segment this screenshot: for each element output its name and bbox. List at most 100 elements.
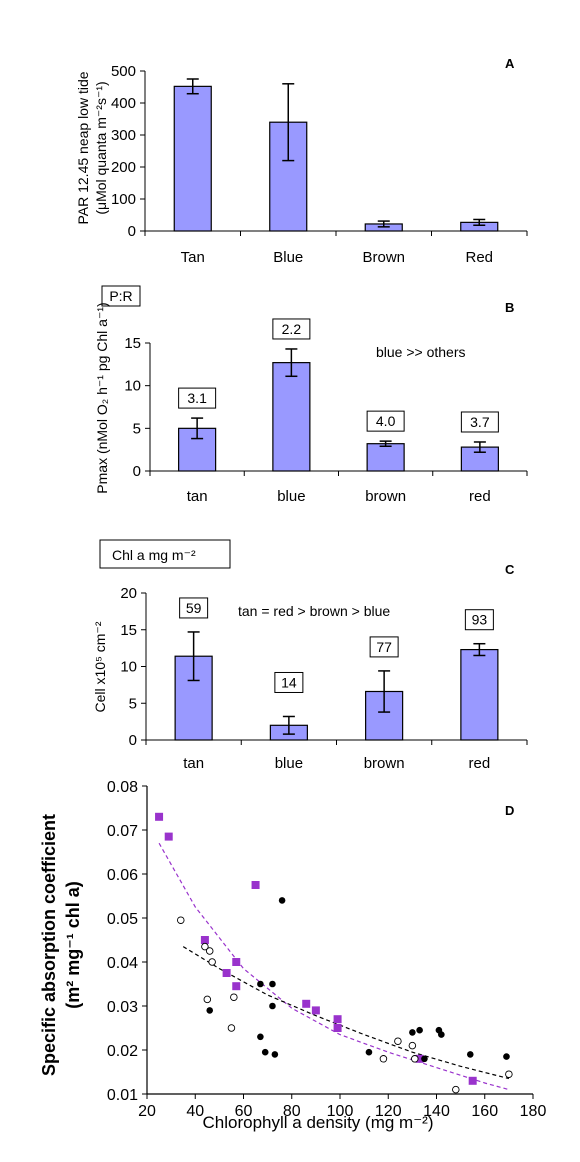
point-square <box>468 1076 477 1085</box>
category-label: brown <box>365 488 406 505</box>
x-tick-label: 180 <box>520 1103 547 1120</box>
x-tick-label: 80 <box>283 1103 301 1120</box>
y-tick-label: 10 <box>124 378 141 395</box>
bar-value-box <box>178 387 217 409</box>
point-square <box>251 881 260 889</box>
point-filled-circle <box>466 1051 474 1058</box>
panel-b-title: P:R <box>109 288 132 304</box>
category-label: blue <box>277 488 305 505</box>
y-tick-label: 0.03 <box>107 999 138 1016</box>
y-tick-label: 10 <box>120 659 137 676</box>
panel-d: D Specific absorption coefficient (m² mg… <box>39 779 546 1132</box>
bar-value-label: 14 <box>281 674 297 690</box>
category-label: blue <box>275 755 303 772</box>
x-tick-label: 100 <box>327 1103 354 1120</box>
y-tick-label: 0.08 <box>107 779 138 796</box>
point-open-circle <box>452 1085 460 1094</box>
y-tick-label: 0.07 <box>107 823 138 840</box>
point-filled-circle <box>269 1002 276 1010</box>
category-label: brown <box>364 755 405 772</box>
category-label: Blue <box>273 249 303 266</box>
point-filled-circle <box>261 1048 269 1056</box>
panel-c-ylabel: Cell x10⁵ cm⁻² <box>92 621 108 712</box>
y-tick-label: 0.04 <box>107 955 138 972</box>
point-open-circle <box>205 947 214 955</box>
point-open-circle <box>505 1070 513 1078</box>
x-tick-label: 120 <box>375 1103 402 1120</box>
category-label: tan <box>187 488 208 505</box>
point-square <box>222 969 231 977</box>
x-tick-label: 160 <box>471 1103 498 1120</box>
bar <box>365 690 404 741</box>
panel-a: A PAR 12.45 neap low tide (μMol quanta m… <box>75 56 528 266</box>
panel-a-plot: 0 100 200 300 400 500 Tan Blue Brown Red <box>111 63 528 266</box>
point-square <box>155 812 164 821</box>
panel-d-plot: 0.01 0.02 0.03 0.04 0.05 0.06 0.07 0.08 20 40 60 80… <box>107 779 547 1120</box>
bar <box>460 648 499 741</box>
category-label: red <box>469 755 491 772</box>
bar <box>366 443 405 472</box>
point-filled-circle <box>409 1029 416 1036</box>
panel-a-ylabel-line1: PAR 12.45 neap low tide <box>75 71 91 224</box>
trendline <box>182 946 510 1080</box>
panel-d-letter: D <box>505 803 514 818</box>
point-square <box>164 832 173 841</box>
point-open-circle <box>227 1024 236 1032</box>
point-open-circle <box>411 1055 419 1063</box>
panel-b-annotation: blue >> others <box>376 344 466 360</box>
point-filled-circle <box>416 1026 423 1034</box>
point-open-circle <box>379 1055 388 1063</box>
bar-value-label: 4.0 <box>376 413 396 429</box>
panel-a-letter: A <box>505 56 515 71</box>
panel-c-annotation: tan = red > brown > blue <box>238 603 390 619</box>
y-tick-label: 0.06 <box>107 867 138 884</box>
y-tick-label: 300 <box>111 127 136 144</box>
y-tick-label: 15 <box>120 622 137 639</box>
point-square <box>333 1015 342 1024</box>
point-square <box>302 999 311 1008</box>
y-tick-label: 0 <box>129 732 137 749</box>
point-open-circle <box>408 1041 417 1050</box>
bar-value-box <box>369 636 399 658</box>
bar-value-label: 77 <box>376 639 392 655</box>
bar-value-box <box>179 597 209 619</box>
bar <box>173 85 212 232</box>
y-tick-label: 0.01 <box>107 1087 138 1104</box>
panel-d-ylabel-line1: Specific absorption coefficient <box>39 814 59 1076</box>
category-label: Red <box>465 249 493 266</box>
y-tick-label: 15 <box>124 335 141 352</box>
bar-value-box <box>274 671 304 693</box>
point-open-circle <box>230 993 238 1001</box>
bar <box>269 121 308 232</box>
panel-a-ylabel-line2: (μMol quanta m⁻²s⁻¹) <box>93 81 109 214</box>
bar-value-label: 3.7 <box>470 414 490 430</box>
y-tick-label: 20 <box>120 585 137 602</box>
point-square <box>232 982 241 991</box>
panel-c-title-box <box>99 539 231 569</box>
y-tick-label: 200 <box>111 159 136 176</box>
bar-value-label: 2.2 <box>282 321 302 337</box>
bar-value-box <box>272 318 311 340</box>
panel-b-letter: B <box>505 300 514 315</box>
x-tick-label: 20 <box>138 1103 156 1120</box>
point-square <box>200 936 209 944</box>
y-tick-label: 400 <box>111 95 136 112</box>
panel-b: B P:R blue >> others Pmax (nMol O₂ h⁻¹ p… <box>94 285 528 505</box>
x-tick-label: 140 <box>423 1103 450 1120</box>
x-tick-label: 60 <box>235 1103 253 1120</box>
point-open-circle <box>177 916 185 924</box>
panel-c-plot: 0 5 10 15 20 tan 59 blue 14 brown 77 red 93 <box>120 585 528 772</box>
point-open-circle <box>208 958 216 966</box>
point-open-circle <box>203 995 212 1004</box>
bar-value-box <box>460 411 499 433</box>
y-tick-label: 100 <box>111 191 136 208</box>
bar-value-label: 3.1 <box>187 390 207 406</box>
x-tick-label: 40 <box>186 1103 204 1120</box>
category-label: Brown <box>362 249 405 266</box>
point-filled-circle <box>421 1055 428 1063</box>
category-label: tan <box>183 755 204 772</box>
point-open-circle <box>201 942 209 951</box>
y-tick-label: 0 <box>128 223 136 240</box>
y-tick-label: 0.05 <box>107 911 138 928</box>
